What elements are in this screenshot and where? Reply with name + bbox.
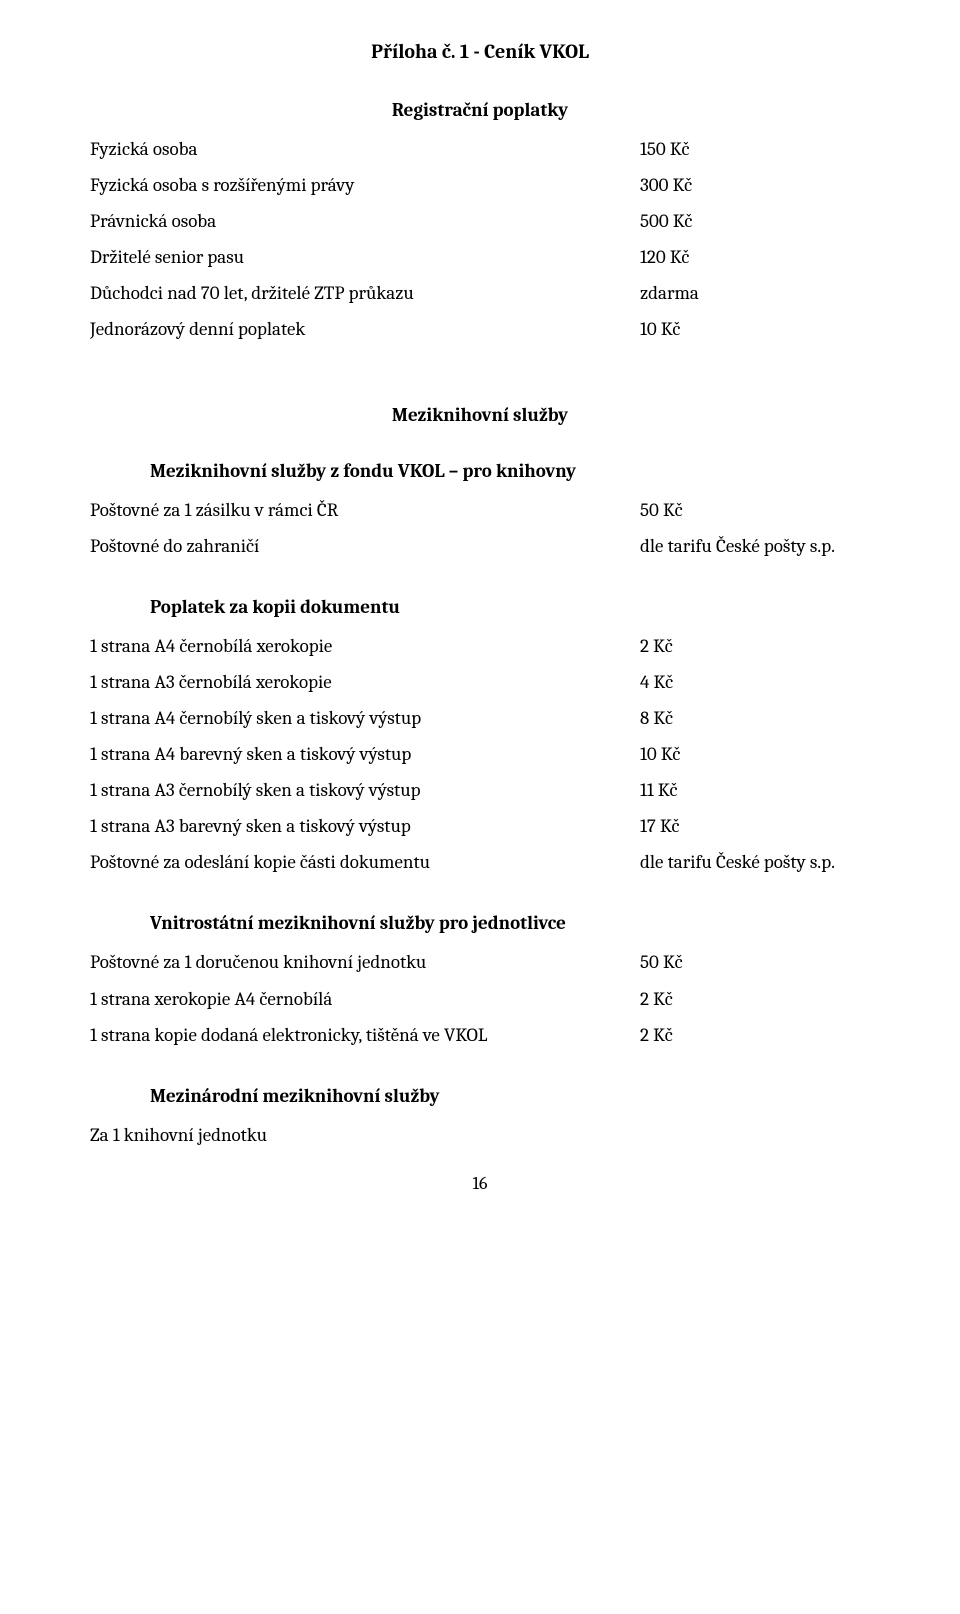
table-row: 1 strana A3 černobílý sken a tiskový výs… <box>90 772 870 808</box>
subsection-copy-fee: Poplatek za kopii dokumentu 1 strana A4 … <box>90 596 870 881</box>
row-label: 1 strana xerokopie A4 černobílá <box>90 981 640 1017</box>
row-value: 150 Kč <box>640 131 870 167</box>
row-value: 10 Kč <box>640 311 870 347</box>
table-row: Poštovné za 1 doručenou knihovní jednotk… <box>90 944 870 980</box>
table-row: 1 strana kopie dodaná elektronicky, tišt… <box>90 1017 870 1053</box>
table-row: 1 strana A3 černobílá xerokopie 4 Kč <box>90 664 870 700</box>
row-value: 2 Kč <box>640 1017 870 1053</box>
row-label: Právnická osoba <box>90 203 640 239</box>
standalone-line: Za 1 knihovní jednotku <box>90 1117 870 1153</box>
table-row: Držitelé senior pasu 120 Kč <box>90 239 870 275</box>
row-label: Poštovné do zahraničí <box>90 528 640 564</box>
table-row: Poštovné za 1 zásilku v rámci ČR 50 Kč <box>90 492 870 528</box>
row-value: dle tarifu České pošty s.p. <box>640 844 870 880</box>
subsection-domestic: Vnitrostátní meziknihovní služby pro jed… <box>90 912 870 1052</box>
subsection-heading: Poplatek za kopii dokumentu <box>150 596 870 618</box>
row-label: Poštovné za 1 zásilku v rámci ČR <box>90 492 640 528</box>
row-label: 1 strana kopie dodaná elektronicky, tišt… <box>90 1017 640 1053</box>
section-heading-interlibrary: Meziknihovní služby <box>90 404 870 426</box>
table-row: 1 strana A4 černobílý sken a tiskový výs… <box>90 700 870 736</box>
row-label: 1 strana A4 černobílá xerokopie <box>90 628 640 664</box>
table-row: Důchodci nad 70 let, držitelé ZTP průkaz… <box>90 275 870 311</box>
row-label: 1 strana A3 černobílá xerokopie <box>90 664 640 700</box>
table-row: Fyzická osoba 150 Kč <box>90 131 870 167</box>
row-label: Poštovné za 1 doručenou knihovní jednotk… <box>90 944 640 980</box>
row-value: 11 Kč <box>640 772 870 808</box>
row-value: 120 Kč <box>640 239 870 275</box>
row-value: 50 Kč <box>640 944 870 980</box>
table-row: Poštovné za odeslání kopie části dokumen… <box>90 844 870 880</box>
row-value: 300 Kč <box>640 167 870 203</box>
subsection-heading: Meziknihovní služby z fondu VKOL – pro k… <box>150 460 870 482</box>
row-label: Fyzická osoba s rozšířenými právy <box>90 167 640 203</box>
table-row: 1 strana A4 barevný sken a tiskový výstu… <box>90 736 870 772</box>
row-label: Důchodci nad 70 let, držitelé ZTP průkaz… <box>90 275 640 311</box>
table-row: Jednorázový denní poplatek 10 Kč <box>90 311 870 347</box>
row-value: 500 Kč <box>640 203 870 239</box>
row-value: 10 Kč <box>640 736 870 772</box>
subsection-fund-vkol: Meziknihovní služby z fondu VKOL – pro k… <box>90 460 870 564</box>
row-label: 1 strana A3 barevný sken a tiskový výstu… <box>90 808 640 844</box>
row-value: 2 Kč <box>640 628 870 664</box>
subsection-heading: Vnitrostátní meziknihovní služby pro jed… <box>150 912 870 934</box>
row-label: 1 strana A4 černobílý sken a tiskový výs… <box>90 700 640 736</box>
section-heading-registration: Registrační poplatky <box>90 99 870 121</box>
row-value: 17 Kč <box>640 808 870 844</box>
table-row: Fyzická osoba s rozšířenými právy 300 Kč <box>90 167 870 203</box>
row-label: Fyzická osoba <box>90 131 640 167</box>
table-row: Poštovné do zahraničí dle tarifu České p… <box>90 528 870 564</box>
row-label: Jednorázový denní poplatek <box>90 311 640 347</box>
page-number: 16 <box>90 1173 870 1194</box>
page-title: Příloha č. 1 - Ceník VKOL <box>90 40 870 63</box>
row-value: dle tarifu České pošty s.p. <box>640 528 870 564</box>
row-label: 1 strana A4 barevný sken a tiskový výstu… <box>90 736 640 772</box>
row-label: Poštovné za odeslání kopie části dokumen… <box>90 844 640 880</box>
row-value: 2 Kč <box>640 981 870 1017</box>
table-row: 1 strana A3 barevný sken a tiskový výstu… <box>90 808 870 844</box>
table-row: 1 strana xerokopie A4 černobílá 2 Kč <box>90 981 870 1017</box>
row-label: 1 strana A3 černobílý sken a tiskový výs… <box>90 772 640 808</box>
table-row: 1 strana A4 černobílá xerokopie 2 Kč <box>90 628 870 664</box>
subsection-international: Mezinárodní meziknihovní služby Za 1 kni… <box>90 1085 870 1153</box>
row-label: Držitelé senior pasu <box>90 239 640 275</box>
table-row: Právnická osoba 500 Kč <box>90 203 870 239</box>
row-value: 50 Kč <box>640 492 870 528</box>
subsection-heading: Mezinárodní meziknihovní služby <box>150 1085 870 1107</box>
row-value: 8 Kč <box>640 700 870 736</box>
row-value: zdarma <box>640 275 870 311</box>
row-value: 4 Kč <box>640 664 870 700</box>
section-registration: Registrační poplatky Fyzická osoba 150 K… <box>90 99 870 348</box>
